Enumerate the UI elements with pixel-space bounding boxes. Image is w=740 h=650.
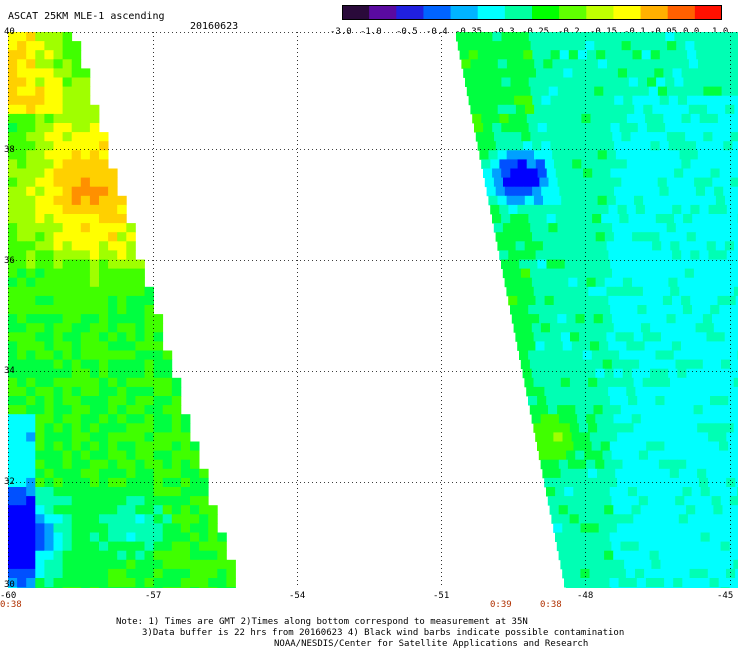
lon-label: -48 xyxy=(577,591,594,601)
lat-label: 34 xyxy=(4,366,15,376)
note-line: NOAA/NESDIS/Center for Satellite Applica… xyxy=(274,639,589,649)
time-label: 0:38 xyxy=(540,600,562,610)
colorbar-segment xyxy=(640,5,669,20)
colorbar-segment xyxy=(667,5,696,20)
lat-label: 32 xyxy=(4,477,15,487)
lon-label: -51 xyxy=(433,591,450,601)
note-line: 3)Data buffer is 22 hrs from 20160623 4)… xyxy=(142,628,625,638)
colorbar-label: -1.0 xyxy=(360,27,382,37)
lat-label: 38 xyxy=(4,145,15,155)
colorbar-label: -3.0 xyxy=(330,27,352,37)
map-title: ASCAT 25KM MLE-1 ascending xyxy=(8,11,165,22)
colorbar-segment xyxy=(586,5,614,20)
colorbar-segment xyxy=(342,5,370,20)
wind-map xyxy=(8,32,738,588)
lon-label: -54 xyxy=(289,591,306,601)
colorbar-segment xyxy=(396,5,424,20)
colorbar-segment xyxy=(450,5,479,20)
time-label: 0:39 xyxy=(490,600,512,610)
note-line: Note: 1) Times are GMT 2)Times along bot… xyxy=(116,617,528,627)
colorbar-label: -0.4 xyxy=(426,27,448,37)
colorbar-segment xyxy=(532,5,560,20)
colorbar-segment xyxy=(504,5,533,20)
colorbar-segment xyxy=(694,5,722,20)
lon-label: -57 xyxy=(145,591,162,601)
lat-label: 36 xyxy=(4,256,15,266)
colorbar-label: -0.5 xyxy=(396,27,418,37)
lon-label: -60 xyxy=(0,591,17,601)
colorbar-segment xyxy=(559,5,587,20)
colorbar-segment xyxy=(477,5,506,20)
lat-label: 30 xyxy=(4,580,15,590)
colorbar-segment xyxy=(369,5,397,20)
colorbar-segment xyxy=(423,5,452,20)
lat-label: 40 xyxy=(4,27,15,37)
colorbar-segment xyxy=(613,5,642,20)
colorbar xyxy=(342,5,722,20)
lon-label: -45 xyxy=(717,591,734,601)
time-label: 0:38 xyxy=(0,600,22,610)
map-date: 20160623 xyxy=(190,21,239,32)
